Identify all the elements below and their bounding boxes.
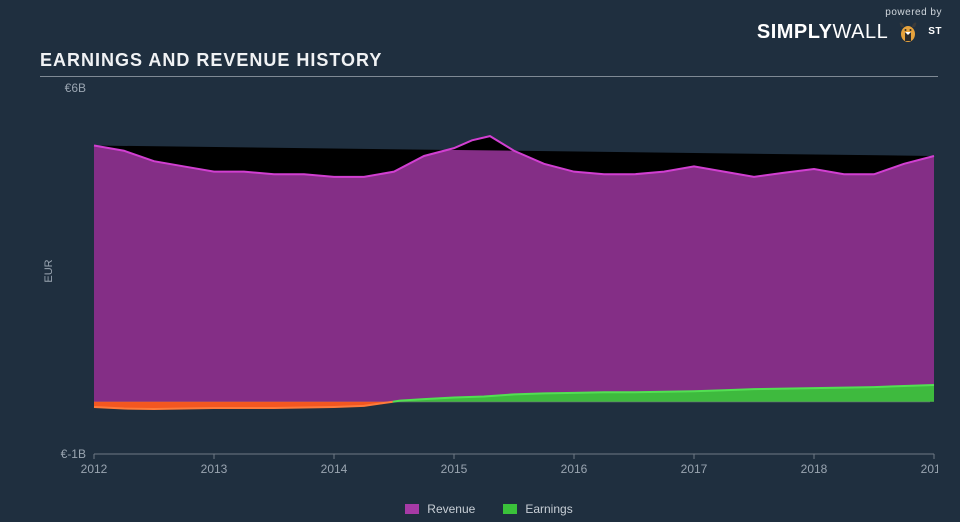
svg-text:2016: 2016: [561, 462, 588, 476]
svg-text:2019: 2019: [921, 462, 938, 476]
legend-item-revenue: Revenue: [405, 502, 475, 516]
legend-label-revenue: Revenue: [427, 502, 475, 516]
brand-name: SIMPLYWALL: [757, 22, 888, 42]
svg-text:2013: 2013: [201, 462, 228, 476]
svg-text:2012: 2012: [81, 462, 108, 476]
title-rule: [40, 76, 938, 77]
bull-icon: [894, 18, 922, 46]
svg-text:2015: 2015: [441, 462, 468, 476]
legend-swatch-earnings: [503, 504, 517, 514]
svg-text:€6B: €6B: [65, 82, 86, 95]
svg-text:2018: 2018: [801, 462, 828, 476]
brand-row: SIMPLYWALL ST: [757, 18, 942, 46]
svg-text:2017: 2017: [681, 462, 708, 476]
legend-swatch-revenue: [405, 504, 419, 514]
brand-name-wall: WALL: [832, 21, 888, 43]
svg-text:2014: 2014: [321, 462, 348, 476]
brand-name-simply: SIMPLY: [757, 21, 833, 43]
legend-label-earnings: Earnings: [525, 502, 572, 516]
branding: powered by SIMPLYWALL ST: [757, 8, 942, 46]
chart-title: EARNINGS AND REVENUE HISTORY: [40, 50, 382, 71]
powered-by-label: powered by: [757, 8, 942, 18]
legend: Revenue Earnings: [40, 502, 938, 516]
svg-text:EUR: EUR: [43, 259, 55, 282]
chart-container: €6B €-1B EUR 2012 2013 2014 2015 2016 2017 2018 20…: [40, 82, 938, 492]
svg-text:€-1B: €-1B: [61, 447, 86, 461]
earnings-revenue-area-chart: €6B €-1B EUR 2012 2013 2014 2015 2016 2017 2018 20…: [40, 82, 938, 492]
legend-item-earnings: Earnings: [503, 502, 572, 516]
brand-name-st: ST: [928, 27, 942, 37]
